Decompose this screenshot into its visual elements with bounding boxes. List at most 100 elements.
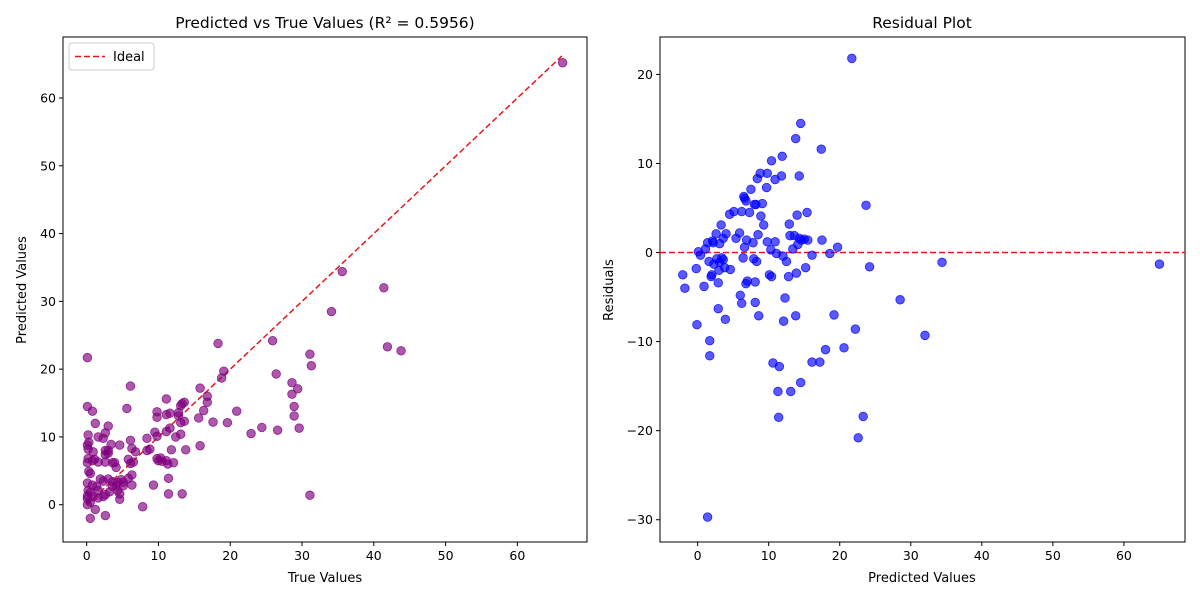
data-point-right <box>702 512 713 522</box>
data-point-left <box>106 439 116 450</box>
data-point-left <box>85 468 95 479</box>
data-point-right <box>725 264 736 275</box>
data-point-left <box>82 352 93 363</box>
data-point-left <box>396 346 406 356</box>
data-point-left <box>128 457 139 467</box>
data-point-left <box>219 366 229 376</box>
data-point-right <box>713 278 723 288</box>
x-tick-label: 0 <box>83 548 91 563</box>
y-axis-ticks-left: 0 10 20 30 40 50 60 <box>40 91 63 512</box>
y-tick-label: 40 <box>40 226 56 241</box>
data-point-right <box>780 293 790 303</box>
data-point-left <box>272 425 283 435</box>
y-tick-label: 20 <box>637 67 653 82</box>
data-point-left <box>257 422 267 433</box>
legend-box <box>68 42 155 71</box>
data-point-right <box>751 256 762 267</box>
data-point-right <box>817 235 827 245</box>
data-point-left <box>87 406 98 416</box>
legend: Ideal <box>68 42 155 71</box>
y-tick-label: 10 <box>637 156 653 171</box>
data-point-left <box>271 369 281 379</box>
y-axis-label-right: Residuals <box>602 259 617 321</box>
data-point-right <box>678 270 688 280</box>
data-point-right <box>807 357 817 367</box>
data-point-right <box>711 229 721 239</box>
data-point-right <box>680 283 690 293</box>
data-points-right <box>678 53 1165 522</box>
data-point-right <box>761 182 772 193</box>
data-point-right <box>864 262 875 272</box>
data-point-right <box>741 196 751 206</box>
data-point-left <box>246 428 256 439</box>
data-point-left <box>222 417 233 428</box>
x-tick-label: 10 <box>761 548 777 563</box>
data-point-left <box>306 361 317 371</box>
data-point-left <box>118 481 128 491</box>
data-point-right <box>735 290 745 300</box>
data-point-right <box>748 238 758 248</box>
data-point-right <box>746 184 756 195</box>
data-point-right <box>786 386 796 397</box>
data-point-right <box>757 198 768 209</box>
data-point-right <box>825 248 835 259</box>
scatter-panel-right: 0 10 20 30 40 50 60 −30 −20 −10 0 10 20 Residual Pl… <box>602 14 1186 586</box>
data-point-right <box>720 314 731 325</box>
data-point-right <box>850 324 861 334</box>
data-point-left <box>122 403 132 414</box>
data-point-left <box>127 470 137 480</box>
x-tick-label: 10 <box>151 548 167 563</box>
data-point-right <box>736 206 747 217</box>
y-tick-label: 0 <box>645 245 653 260</box>
data-point-right <box>795 377 806 388</box>
data-point-right <box>937 257 947 268</box>
data-point-right <box>766 271 777 282</box>
data-point-right <box>766 156 777 166</box>
x-tick-label: 60 <box>509 548 525 563</box>
x-tick-label: 20 <box>222 548 238 563</box>
data-point-right <box>759 220 769 230</box>
data-point-right <box>744 207 755 218</box>
data-point-left <box>85 513 95 523</box>
data-point-left <box>382 342 393 352</box>
data-point-left <box>289 401 299 412</box>
data-point-left <box>90 418 101 429</box>
data-point-left <box>267 335 278 346</box>
x-tick-label: 40 <box>366 548 382 563</box>
data-point-right <box>776 171 787 181</box>
y-tick-label: 50 <box>40 158 56 173</box>
data-point-right <box>807 250 817 260</box>
data-point-left <box>127 480 137 490</box>
data-point-right <box>762 237 772 247</box>
data-point-left <box>145 444 155 454</box>
data-point-right <box>716 220 726 230</box>
data-point-right <box>783 271 794 282</box>
data-point-right <box>718 254 728 265</box>
data-point-right <box>754 311 764 321</box>
data-point-right <box>794 171 804 181</box>
data-point-left <box>287 389 297 399</box>
x-tick-label: 30 <box>903 548 919 563</box>
y-tick-label: 0 <box>48 497 56 512</box>
y-axis-ticks-right: −30 −20 −10 0 10 20 <box>627 67 660 527</box>
data-point-left <box>179 397 190 408</box>
data-point-right <box>847 53 857 64</box>
data-point-right <box>713 303 723 314</box>
data-point-left <box>148 480 159 490</box>
data-point-right <box>705 351 715 361</box>
data-point-left <box>176 429 186 439</box>
data-point-left <box>163 473 174 483</box>
data-point-right <box>705 336 715 346</box>
data-point-right <box>820 344 831 355</box>
y-tick-label: −30 <box>627 512 653 527</box>
data-point-left <box>100 489 111 500</box>
data-point-left <box>142 433 152 443</box>
data-point-left <box>168 457 179 468</box>
data-point-right <box>829 310 839 320</box>
data-point-left <box>165 423 175 433</box>
data-point-left <box>115 494 125 504</box>
data-point-right <box>695 250 706 260</box>
data-point-right <box>762 168 772 178</box>
data-point-right <box>721 229 731 239</box>
y-tick-label: −20 <box>627 423 653 438</box>
